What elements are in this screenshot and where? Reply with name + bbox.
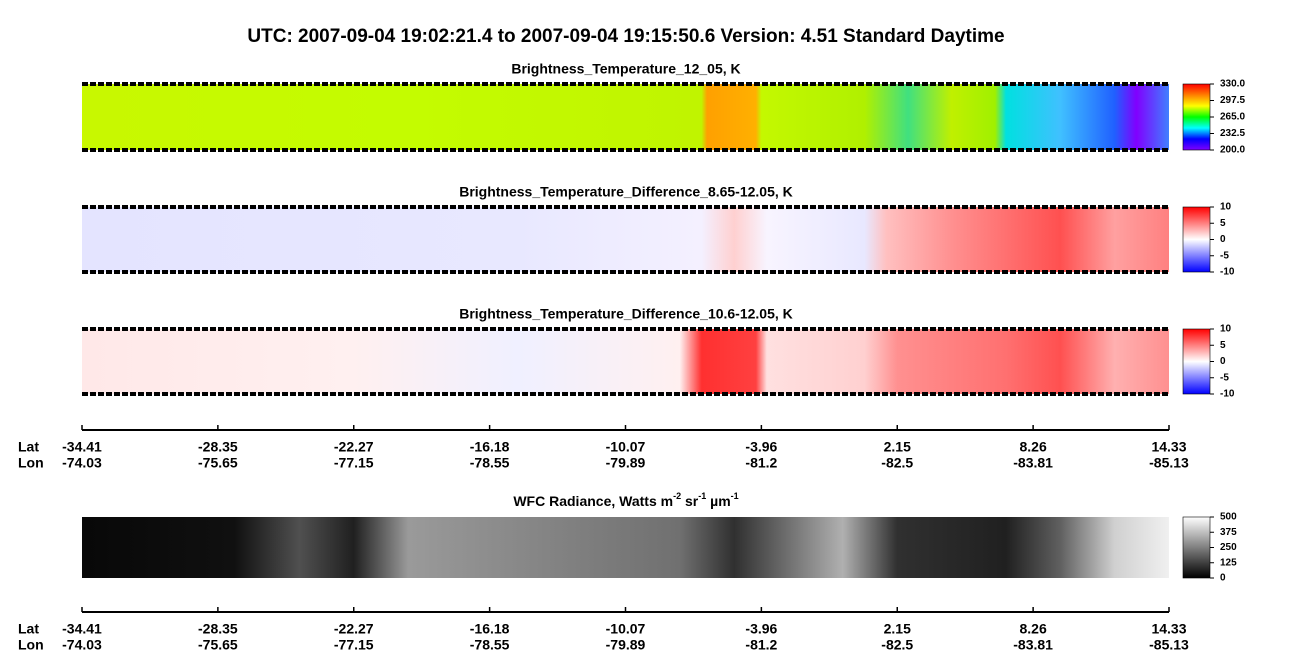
colorbar-tick-label: 0: [1220, 234, 1226, 245]
title-part: -1: [698, 491, 706, 501]
axis-tick-label: -10.07: [606, 439, 646, 455]
axis-row-label: Lat: [18, 439, 39, 455]
axis-tick-label: 14.33: [1151, 621, 1186, 637]
title-part: µm: [706, 493, 730, 509]
title-part: WFC Radiance, Watts m: [513, 493, 673, 509]
axis-row-label: Lon: [18, 637, 44, 653]
axis-tick-label: -16.18: [470, 439, 510, 455]
panel-title: Brightness_Temperature_Difference_8.65-1…: [459, 184, 793, 200]
colorbar-tick-label: -10: [1220, 267, 1235, 278]
panel-title: WFC Radiance, Watts m-2 sr-1 µm-1: [513, 491, 738, 508]
image: [82, 84, 1169, 150]
colorbar-tick-label: 0: [1220, 573, 1226, 584]
colorbar-tick-label: -5: [1220, 250, 1229, 261]
title-part: sr: [681, 493, 699, 509]
axis-tick-label: -75.65: [198, 455, 238, 471]
colorbar-tick-label: -5: [1220, 372, 1229, 383]
axis-tick-label: -16.18: [470, 621, 510, 637]
colorbar-tick-label: 0: [1220, 356, 1226, 367]
colorbar-tick-label: -10: [1220, 389, 1235, 400]
axis-tick-label: -74.03: [62, 637, 102, 653]
axis-tick-label: -81.2: [745, 455, 777, 471]
axis-tick-label: -82.5: [881, 455, 913, 471]
colorbar-tick-label: 5: [1220, 340, 1226, 351]
axis-tick-label: -82.5: [881, 637, 913, 653]
axis-tick-label: 14.33: [1151, 439, 1186, 455]
axis-tick-label: -78.55: [470, 455, 510, 471]
axis-tick-label: -10.07: [606, 621, 646, 637]
colorbar: [1182, 83, 1211, 151]
axis-tick-label: 8.26: [1020, 439, 1047, 455]
title-part: -1: [731, 491, 739, 501]
axis-tick-label: -34.41: [62, 621, 102, 637]
axis-tick-label: -78.55: [470, 637, 510, 653]
axis-tick-label: -28.35: [198, 439, 238, 455]
axis-tick-label: -79.89: [606, 455, 646, 471]
colorbar: [1182, 206, 1211, 273]
axis-tick-label: -75.65: [198, 637, 238, 653]
axis-tick-label: -83.81: [1013, 455, 1053, 471]
image: [82, 517, 1169, 578]
colorbar-tick-label: 5: [1220, 218, 1226, 229]
colorbar-tick-label: 375: [1220, 527, 1237, 538]
axis-tick-label: 2.15: [884, 621, 911, 637]
axis-tick-label: -22.27: [334, 439, 374, 455]
axis-row-label: Lon: [18, 455, 44, 471]
colorbar-tick-label: 330.0: [1220, 79, 1245, 90]
colorbar-tick-label: 10: [1220, 202, 1232, 213]
axis-tick-label: -34.41: [62, 439, 102, 455]
colorbar-tick-label: 10: [1220, 324, 1232, 335]
axis-tick-label: -81.2: [745, 637, 777, 653]
axis-tick-label: -28.35: [198, 621, 238, 637]
axis-tick-label: -74.03: [62, 455, 102, 471]
axis-tick-label: -77.15: [334, 455, 374, 471]
colorbar-tick-label: 265.0: [1220, 112, 1245, 123]
colorbar-tick-label: 232.5: [1220, 128, 1245, 139]
axis-tick-label: 2.15: [884, 439, 911, 455]
axis-tick-label: -79.89: [606, 637, 646, 653]
colorbar: [1182, 516, 1211, 579]
colorbar-tick-label: 250: [1220, 542, 1237, 553]
axis-tick-label: 8.26: [1020, 621, 1047, 637]
axis-row-label: Lat: [18, 621, 39, 637]
axis-tick-label: -85.13: [1149, 637, 1189, 653]
figure-title: UTC: 2007-09-04 19:02:21.4 to 2007-09-04…: [247, 26, 1004, 47]
colorbar-tick-label: 297.5: [1220, 95, 1245, 106]
image: [82, 207, 1169, 272]
axis-tick-label: -22.27: [334, 621, 374, 637]
axis-tick-label: -83.81: [1013, 637, 1053, 653]
colorbar-tick-label: 500: [1220, 512, 1237, 523]
colorbar: [1182, 328, 1211, 395]
axis-tick-label: -85.13: [1149, 455, 1189, 471]
panel-title: Brightness_Temperature_12_05, K: [511, 61, 740, 77]
axis-tick-label: -3.96: [745, 621, 777, 637]
title-part: -2: [673, 491, 681, 501]
axis-tick-label: -3.96: [745, 439, 777, 455]
colorbar-tick-label: 125: [1220, 557, 1237, 568]
colorbar-tick-label: 200.0: [1220, 145, 1245, 156]
image: [82, 329, 1169, 394]
panel-title: Brightness_Temperature_Difference_10.6-1…: [459, 306, 793, 322]
axis-tick-label: -77.15: [334, 637, 374, 653]
